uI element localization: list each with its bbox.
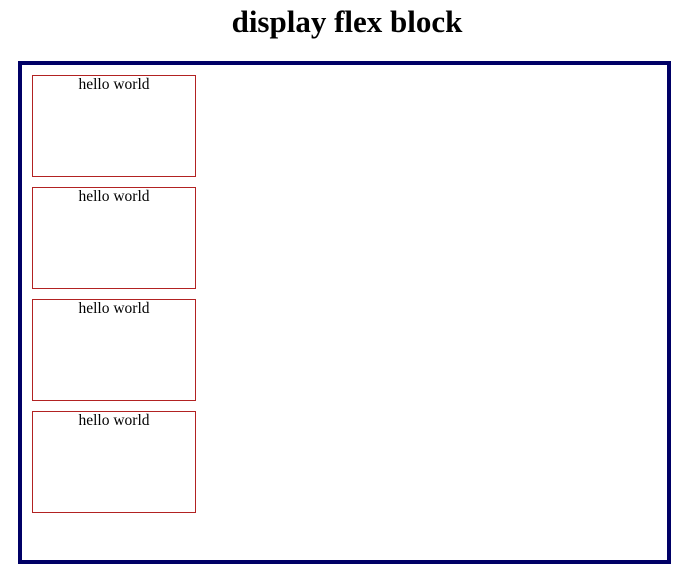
- box-text: hello world: [78, 412, 150, 429]
- page-title: display flex block: [231, 4, 463, 39]
- flex-container: hello world hello world hello world hell…: [18, 61, 671, 564]
- flex-item-box: hello world: [32, 75, 196, 177]
- flex-item-box: hello world: [32, 411, 196, 513]
- box-text: hello world: [78, 300, 150, 317]
- flex-item-box: hello world: [32, 187, 196, 289]
- flex-item-box: hello world: [32, 299, 196, 401]
- box-text: hello world: [78, 76, 150, 93]
- box-text: hello world: [78, 188, 150, 205]
